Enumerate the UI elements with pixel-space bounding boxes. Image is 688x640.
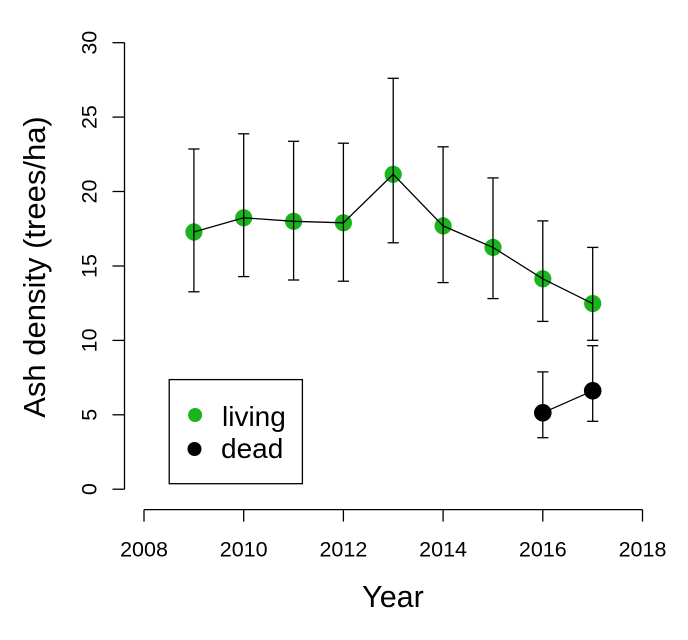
svg-text:Ash density (trees/ha): Ash density (trees/ha) — [17, 116, 52, 418]
svg-text:2008: 2008 — [120, 538, 168, 562]
svg-text:15: 15 — [78, 254, 102, 278]
svg-text:0: 0 — [78, 483, 102, 495]
svg-text:25: 25 — [78, 105, 102, 129]
svg-text:2018: 2018 — [619, 538, 667, 562]
svg-text:2016: 2016 — [519, 538, 567, 562]
svg-text:30: 30 — [78, 31, 102, 55]
svg-text:5: 5 — [78, 409, 102, 421]
svg-text:dead: dead — [221, 433, 283, 464]
svg-text:2010: 2010 — [220, 538, 268, 562]
svg-text:2014: 2014 — [419, 538, 467, 562]
svg-text:10: 10 — [78, 328, 102, 352]
svg-text:Year: Year — [362, 580, 424, 614]
svg-text:20: 20 — [78, 180, 102, 204]
svg-text:living: living — [222, 401, 286, 432]
svg-text:2012: 2012 — [319, 538, 367, 562]
